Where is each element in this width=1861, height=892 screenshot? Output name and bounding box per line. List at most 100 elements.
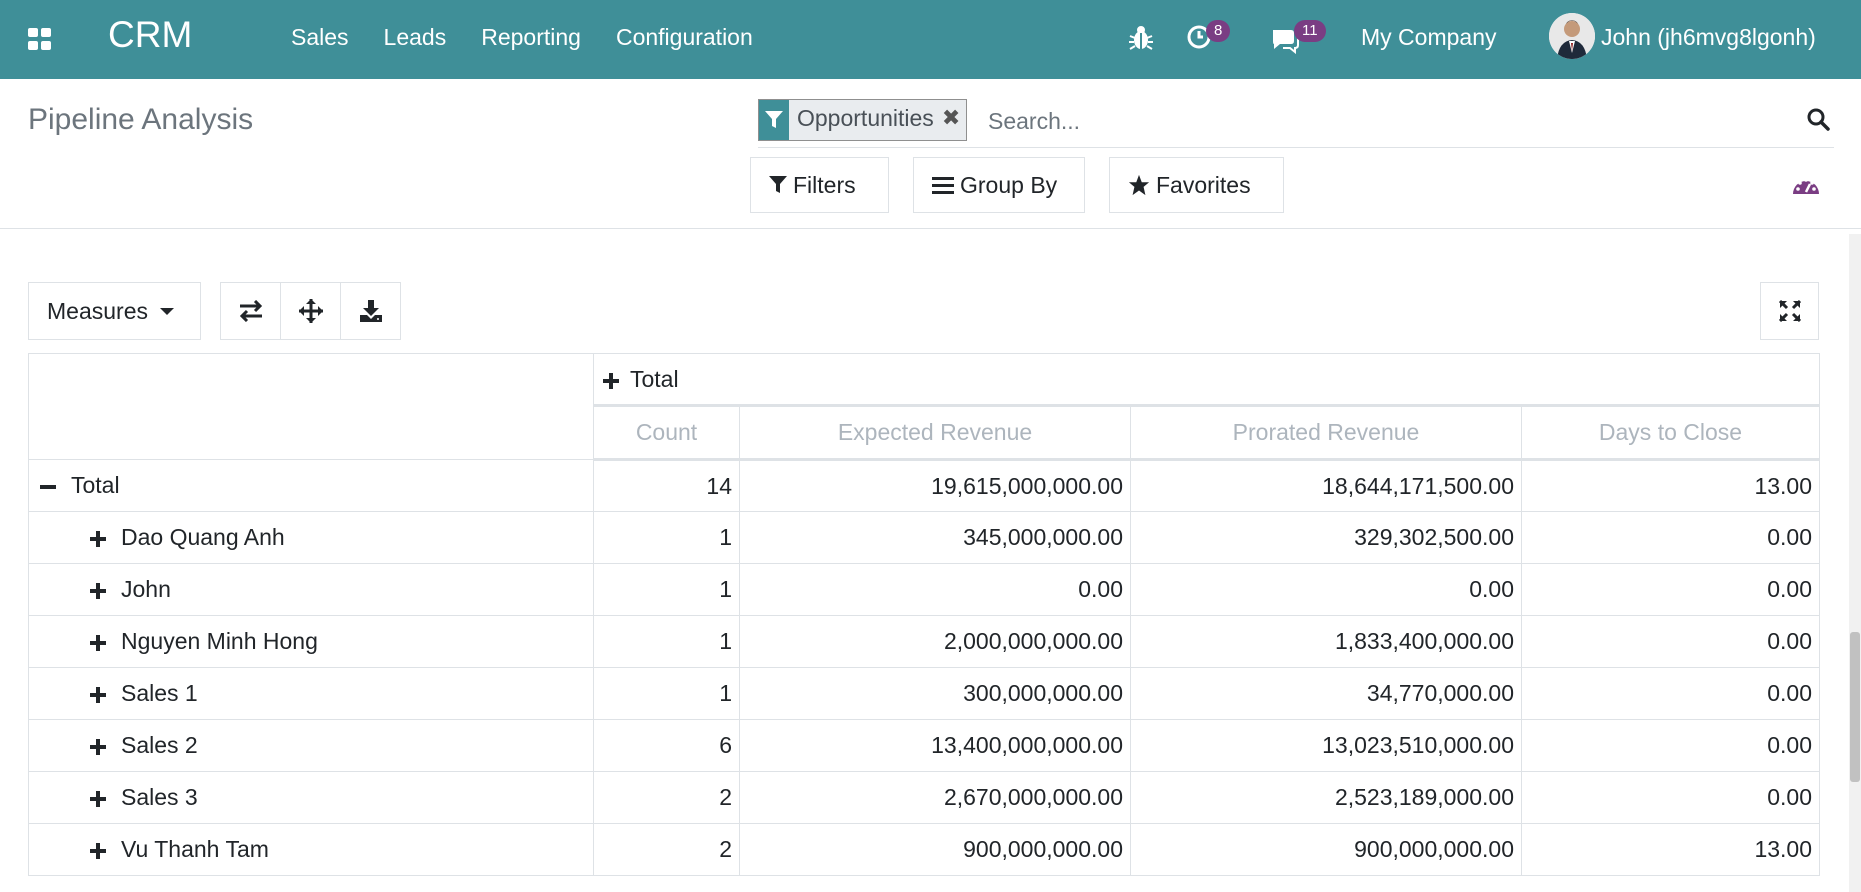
- measure-header-prorated-revenue[interactable]: Prorated Revenue: [1130, 405, 1522, 461]
- cell-days-to-close[interactable]: 0.00: [1521, 563, 1820, 616]
- cell-days-to-close[interactable]: 13.00: [1521, 823, 1820, 876]
- plus-icon: [90, 530, 106, 547]
- cell-prorated-revenue[interactable]: 329,302,500.00: [1130, 511, 1522, 564]
- exchange-icon: [239, 300, 262, 322]
- table-row: Sales 3 2 2,670,000,000.00 2,523,189,000…: [28, 771, 1820, 824]
- table-row: Dao Quang Anh 1 345,000,000.00 329,302,5…: [28, 511, 1820, 564]
- group-by-button[interactable]: Group By: [913, 157, 1085, 213]
- dashboard-gauge-icon[interactable]: [1791, 172, 1821, 203]
- cell-prorated-revenue[interactable]: 900,000,000.00: [1130, 823, 1522, 876]
- cell-days-to-close[interactable]: 0.00: [1521, 511, 1820, 564]
- search-facet-opportunities: Opportunities ✖: [758, 99, 968, 141]
- cell-days-to-close[interactable]: 0.00: [1521, 771, 1820, 824]
- row-header[interactable]: John: [28, 563, 594, 616]
- plus-icon: [90, 738, 106, 755]
- cell-prorated-revenue[interactable]: 34,770,000.00: [1130, 667, 1522, 720]
- cell-count[interactable]: 1: [593, 667, 740, 720]
- col-header-total[interactable]: Total: [593, 352, 1820, 408]
- cell-expected-revenue[interactable]: 2,670,000,000.00: [739, 771, 1131, 824]
- table-row: Vu Thanh Tam 2 900,000,000.00 900,000,00…: [28, 823, 1820, 876]
- menu-item-reporting[interactable]: Reporting: [481, 24, 581, 50]
- facet-label: Opportunities: [797, 105, 934, 131]
- row-header[interactable]: Sales 3: [28, 771, 594, 824]
- app-brand[interactable]: CRM: [108, 14, 193, 55]
- scrollbar-thumb[interactable]: [1850, 632, 1860, 782]
- fullscreen-button[interactable]: [1760, 282, 1819, 340]
- row-header[interactable]: Vu Thanh Tam: [28, 823, 594, 876]
- menu-item-sales[interactable]: Sales: [291, 24, 349, 50]
- cell-count[interactable]: 2: [593, 771, 740, 824]
- row-header-label: Sales 3: [121, 784, 198, 810]
- control-panel: Pipeline Analysis Opportunities ✖ Filter…: [0, 79, 1861, 229]
- cell-days-to-close[interactable]: 0.00: [1521, 719, 1820, 772]
- cell-days-to-close[interactable]: 0.00: [1521, 667, 1820, 720]
- cell-count[interactable]: 14: [593, 459, 740, 512]
- star-icon: [1128, 174, 1150, 196]
- cell-count[interactable]: 2: [593, 823, 740, 876]
- caret-down-icon: [159, 307, 174, 315]
- download-xlsx-button[interactable]: [340, 282, 401, 340]
- cell-days-to-close[interactable]: 0.00: [1521, 615, 1820, 668]
- user-avatar[interactable]: [1549, 13, 1595, 59]
- list-icon: [932, 177, 954, 194]
- cell-prorated-revenue[interactable]: 1,833,400,000.00: [1130, 615, 1522, 668]
- menu-item-leads[interactable]: Leads: [383, 24, 447, 50]
- row-header-label: Vu Thanh Tam: [121, 836, 269, 862]
- row-header-label: Sales 2: [121, 732, 198, 758]
- menu-item-configuration[interactable]: Configuration: [615, 24, 753, 50]
- plus-icon: [90, 790, 106, 807]
- search-icon[interactable]: [1806, 107, 1830, 136]
- facet-remove-icon[interactable]: ✖: [941, 105, 961, 130]
- plus-icon: [603, 372, 619, 389]
- favorites-button[interactable]: Favorites: [1109, 157, 1284, 213]
- row-header[interactable]: Nguyen Minh Hong: [28, 615, 594, 668]
- cell-expected-revenue[interactable]: 900,000,000.00: [739, 823, 1131, 876]
- expand-all-button[interactable]: [280, 282, 341, 340]
- measures-dropdown[interactable]: Measures: [28, 282, 201, 340]
- cell-expected-revenue[interactable]: 13,400,000,000.00: [739, 719, 1131, 772]
- row-header[interactable]: Sales 1: [28, 667, 594, 720]
- cell-days-to-close[interactable]: 13.00: [1521, 459, 1820, 512]
- row-header-total[interactable]: Total: [28, 459, 594, 512]
- row-header[interactable]: Sales 2: [28, 719, 594, 772]
- message-count-badge: 11: [1294, 20, 1326, 42]
- row-header-label: Sales 1: [121, 680, 198, 706]
- cell-expected-revenue[interactable]: 0.00: [739, 563, 1131, 616]
- favorites-label: Favorites: [1156, 171, 1251, 198]
- plus-icon: [90, 582, 106, 599]
- measure-header-expected-revenue[interactable]: Expected Revenue: [739, 405, 1131, 461]
- plus-icon: [90, 686, 106, 703]
- row-header[interactable]: Dao Quang Anh: [28, 511, 594, 564]
- bug-icon[interactable]: [1128, 24, 1154, 57]
- cell-prorated-revenue[interactable]: 13,023,510,000.00: [1130, 719, 1522, 772]
- activity-count-badge: 8: [1206, 20, 1231, 42]
- cell-expected-revenue[interactable]: 300,000,000.00: [739, 667, 1131, 720]
- filters-button[interactable]: Filters: [750, 157, 889, 213]
- cell-count[interactable]: 1: [593, 563, 740, 616]
- filter-icon: [769, 176, 787, 193]
- expand-icon: [1778, 300, 1801, 322]
- company-switcher[interactable]: My Company: [1361, 24, 1497, 50]
- measure-header-days-to-close[interactable]: Days to Close: [1521, 405, 1820, 461]
- cell-prorated-revenue[interactable]: 18,644,171,500.00: [1130, 459, 1522, 512]
- cell-count[interactable]: 1: [593, 615, 740, 668]
- search-bar: Opportunities ✖: [758, 99, 1834, 148]
- cell-expected-revenue[interactable]: 2,000,000,000.00: [739, 615, 1131, 668]
- measure-header-count[interactable]: Count: [593, 405, 740, 461]
- cell-count[interactable]: 1: [593, 511, 740, 564]
- search-input[interactable]: [986, 103, 1770, 139]
- user-menu[interactable]: John (jh6mvg8lgonh): [1601, 24, 1816, 50]
- vertical-scrollbar[interactable]: [1849, 234, 1861, 892]
- row-header-label: John: [121, 576, 171, 602]
- plus-icon: [90, 842, 106, 859]
- apps-grid-icon[interactable]: [28, 28, 52, 50]
- cell-prorated-revenue[interactable]: 2,523,189,000.00: [1130, 771, 1522, 824]
- main-menu: Sales Leads Reporting Configuration: [291, 24, 788, 51]
- cell-expected-revenue[interactable]: 19,615,000,000.00: [739, 459, 1131, 512]
- cell-prorated-revenue[interactable]: 0.00: [1130, 563, 1522, 616]
- table-row: Sales 2 6 13,400,000,000.00 13,023,510,0…: [28, 719, 1820, 772]
- cell-count[interactable]: 6: [593, 719, 740, 772]
- page-title[interactable]: Pipeline Analysis: [28, 103, 254, 136]
- cell-expected-revenue[interactable]: 345,000,000.00: [739, 511, 1131, 564]
- flip-axis-button[interactable]: [220, 282, 281, 340]
